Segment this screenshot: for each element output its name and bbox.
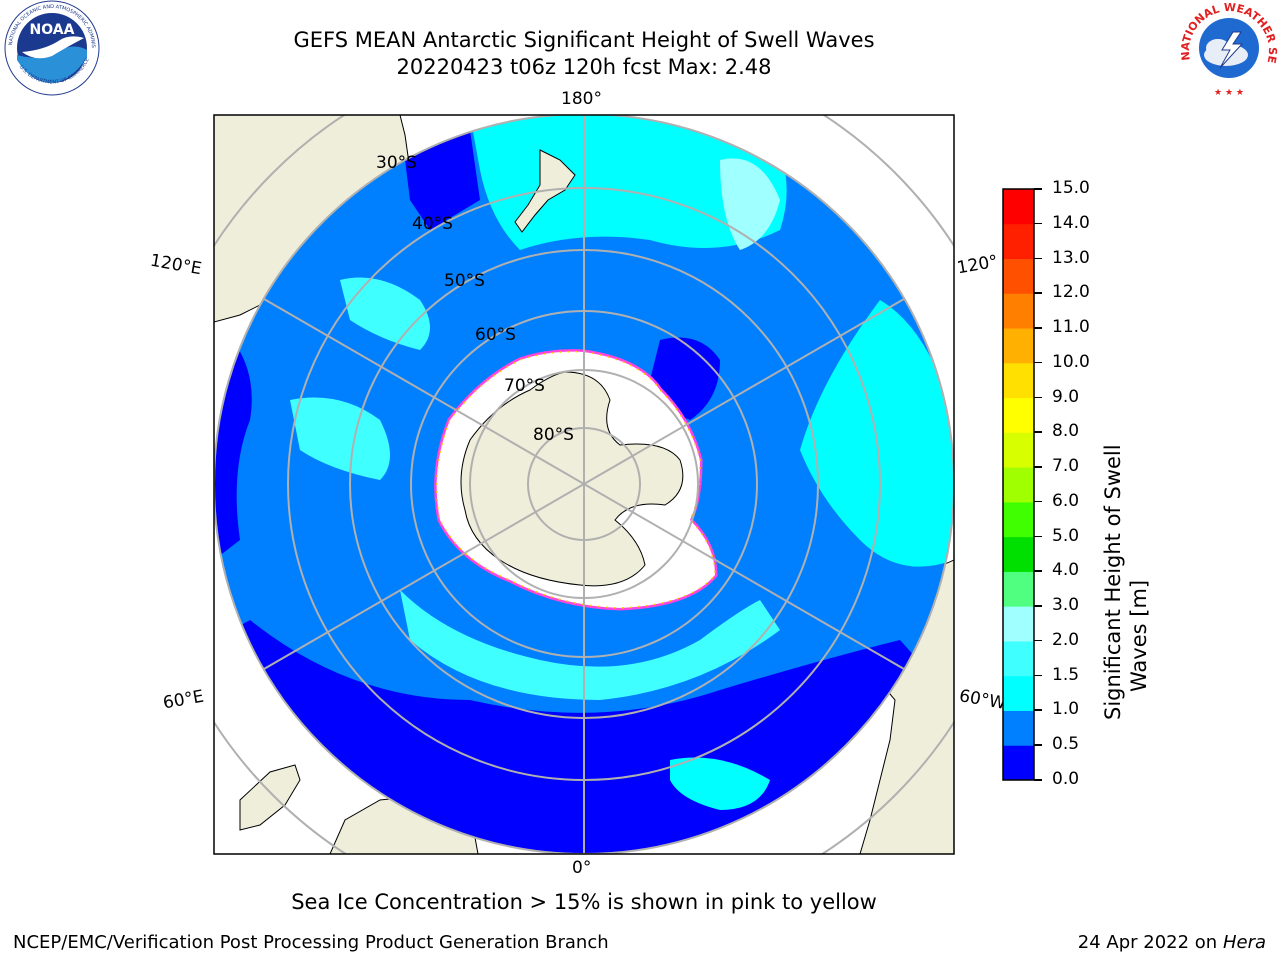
colorbar-tick-mark bbox=[1034, 535, 1042, 538]
colorbar-segment bbox=[1003, 189, 1034, 225]
colorbar-tick-label: 12.0 bbox=[1052, 282, 1090, 303]
colorbar-tick-mark bbox=[1034, 744, 1042, 746]
noaa-logo: NOAA NATIONAL OCEANIC AND ATMOSPHERIC AD… bbox=[0, 0, 100, 96]
graticule bbox=[214, 115, 954, 854]
colorbar-tick-label: 15.0 bbox=[1052, 178, 1090, 198]
colorbar-tick-mark bbox=[1034, 570, 1042, 572]
lat-label-80s: 80°S bbox=[533, 425, 574, 445]
colorbar-tick-mark bbox=[1034, 639, 1042, 642]
lat-label-50s: 50°S bbox=[444, 271, 485, 291]
lat-label-30s: 30°S bbox=[376, 153, 417, 173]
colorbar-tick-label: 5.0 bbox=[1052, 525, 1080, 546]
colorbar-segment bbox=[1003, 675, 1034, 711]
colorbar-tick-label: 0.0 bbox=[1052, 769, 1080, 789]
footer-branch: NCEP/EMC/Verification Post Processing Pr… bbox=[13, 932, 609, 953]
swell-high-west bbox=[290, 397, 390, 480]
colorbar-label-line1: Significant Height of Swell bbox=[1101, 444, 1125, 720]
land-antarctica bbox=[460, 371, 684, 587]
lon-label-0: 0° bbox=[572, 858, 592, 878]
footer-date: 24 Apr 2022 on Hera bbox=[1078, 932, 1266, 953]
colorbar-segment bbox=[1003, 536, 1034, 572]
sea-ice-note: Sea Ice Concentration > 15% is shown in … bbox=[291, 890, 877, 914]
footer-host: Hera bbox=[1222, 932, 1266, 953]
swell-top-patch bbox=[720, 158, 780, 250]
colorbar-segment bbox=[1003, 432, 1034, 468]
colorbar-segment bbox=[1003, 606, 1034, 642]
colorbar-tick-mark bbox=[1034, 674, 1042, 677]
colorbar-segment bbox=[1003, 293, 1034, 329]
colorbar-tick-mark bbox=[1034, 500, 1042, 503]
colorbar-tick-mark bbox=[1034, 605, 1042, 607]
noaa-logo-text: NOAA bbox=[30, 22, 75, 38]
colorbar-tick-mark bbox=[1034, 292, 1042, 294]
colorbar-segment bbox=[1003, 362, 1034, 399]
colorbar-tick-label: 0.5 bbox=[1052, 734, 1080, 755]
swell-high-east bbox=[800, 300, 954, 567]
colorbar-segment bbox=[1003, 223, 1034, 260]
colorbar-tick-mark bbox=[1034, 257, 1042, 260]
colorbar-tick-label: 7.0 bbox=[1052, 456, 1080, 477]
swell-high-nw bbox=[340, 277, 430, 350]
colorbar-tick-label: 9.0 bbox=[1052, 386, 1080, 407]
page-subtitle: 20220423 t06z 120h fcst Max: 2.48 bbox=[396, 55, 772, 79]
nws-logo: NATIONAL WEATHER SERVICE ★ ★ ★ bbox=[1178, 0, 1279, 98]
colorbar-label-line2: Waves [m] bbox=[1127, 579, 1151, 692]
colorbar bbox=[1002, 188, 1035, 781]
colorbar-segment bbox=[1003, 501, 1034, 538]
colorbar-tick-label: 1.0 bbox=[1052, 699, 1080, 720]
lat-label-40s: 40°S bbox=[412, 214, 453, 234]
colorbar-tick-mark bbox=[1034, 222, 1042, 225]
colorbar-tick-mark bbox=[1034, 466, 1042, 468]
colorbar-tick-mark bbox=[1034, 327, 1042, 329]
colorbar-tick-label: 13.0 bbox=[1052, 247, 1090, 268]
page-title: GEFS MEAN Antarctic Significant Height o… bbox=[293, 28, 875, 52]
land-madagascar bbox=[239, 764, 301, 831]
colorbar-tick-label: 11.0 bbox=[1052, 317, 1090, 338]
colorbar-segment bbox=[1003, 258, 1034, 294]
colorbar-segment bbox=[1003, 640, 1034, 677]
colorbar-tick-label: 10.0 bbox=[1052, 351, 1090, 372]
colorbar-tick-mark bbox=[1034, 361, 1042, 364]
colorbar-tick-label: 4.0 bbox=[1052, 560, 1080, 581]
swell-high-north bbox=[470, 115, 787, 250]
colorbar-tick-mark bbox=[1034, 779, 1042, 781]
colorbar-segment bbox=[1003, 710, 1034, 746]
colorbar-tick-label: 1.5 bbox=[1052, 664, 1080, 685]
colorbar-tick-mark bbox=[1034, 396, 1042, 399]
colorbar-segment bbox=[1003, 328, 1034, 364]
colorbar-label: Significant Height of Swell Waves [m] bbox=[1100, 444, 1152, 720]
colorbar-tick-mark bbox=[1034, 431, 1042, 433]
colorbar-tick-label: 2.0 bbox=[1052, 629, 1080, 650]
swell-high-south bbox=[670, 757, 770, 810]
lat-label-70s: 70°S bbox=[504, 376, 545, 396]
colorbar-segment bbox=[1003, 467, 1034, 503]
lat-label-60s: 60°S bbox=[475, 325, 516, 345]
footer-date-text: 24 Apr 2022 on bbox=[1077, 932, 1223, 953]
colorbar-tick-mark bbox=[1034, 188, 1042, 190]
lon-label-180: 180° bbox=[561, 89, 602, 109]
colorbar-segment bbox=[1003, 745, 1034, 781]
svg-text:★ ★ ★: ★ ★ ★ bbox=[1214, 88, 1244, 98]
colorbar-tick-label: 8.0 bbox=[1052, 421, 1080, 442]
colorbar-segment bbox=[1003, 571, 1034, 607]
colorbar-tick-label: 6.0 bbox=[1052, 490, 1080, 511]
swell-high-ring-south bbox=[400, 590, 780, 700]
colorbar-segment bbox=[1003, 397, 1034, 433]
colorbar-tick-label: 14.0 bbox=[1052, 212, 1090, 233]
colorbar-tick-label: 3.0 bbox=[1052, 595, 1080, 616]
colorbar-tick-mark bbox=[1034, 709, 1042, 711]
